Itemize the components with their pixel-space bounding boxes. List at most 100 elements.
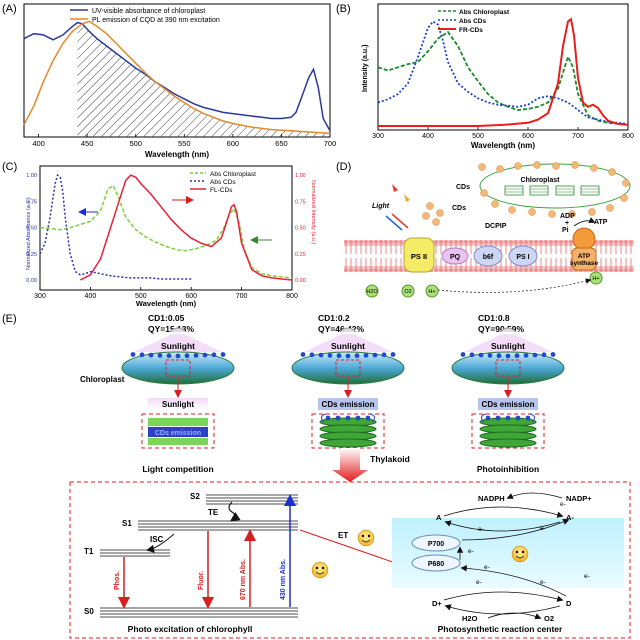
lipid-head	[354, 240, 358, 244]
tick-label-a-1: 450	[81, 139, 94, 148]
tick-label-c-4: 700	[236, 293, 248, 300]
lipid-head	[489, 240, 493, 244]
panel-c-plot	[39, 173, 293, 281]
legend-c-label-1: Abs Chloroplast	[210, 171, 256, 178]
lipid-head	[374, 268, 378, 272]
dplus-label: D+	[432, 599, 442, 608]
panel-b-plot	[377, 17, 629, 127]
lipid-head	[539, 240, 543, 244]
lipid-head	[554, 268, 558, 272]
lipid-head	[464, 268, 468, 272]
lipid-head	[619, 268, 623, 272]
lipid-head	[369, 268, 373, 272]
case-ratio: CD1:0.8	[478, 313, 510, 323]
membrane-layer	[148, 438, 208, 445]
stack-header-box	[318, 398, 378, 410]
cd-particle	[336, 353, 342, 359]
cd-particle	[460, 352, 466, 357]
e-label-3: e-	[484, 564, 490, 571]
lipid-head	[529, 240, 533, 244]
te-arrow	[228, 501, 241, 522]
lipid-head	[479, 240, 483, 244]
nadp-label: NADP+	[566, 494, 592, 503]
lipid-head	[344, 240, 348, 244]
atp-synthase-label-2: synthase	[570, 260, 599, 267]
series-b-2	[377, 20, 629, 125]
lipid-head	[469, 240, 473, 244]
adp-label: ADP	[560, 213, 575, 220]
lipid-head	[379, 240, 383, 244]
cd-dots	[422, 161, 630, 226]
case-2: CD1:0.2QY=46.42% Sunlight CDs emission Thyl…	[291, 313, 410, 464]
et-arrow	[299, 529, 412, 570]
atp-synthase-complex	[571, 227, 597, 271]
e-label-8: e-	[584, 573, 590, 580]
sunlight-label: Sunlight	[331, 341, 365, 351]
smiley-icon-2	[311, 561, 329, 579]
series-c-1	[39, 184, 293, 279]
cd-particle	[211, 352, 217, 358]
tick-label-c-5: 800	[286, 293, 298, 300]
ytick-left-c-0: 0.00	[26, 278, 37, 284]
cd-particle	[335, 415, 341, 421]
tick-label-b-5: 800	[622, 133, 634, 140]
lipid-head	[629, 240, 633, 244]
lipid-head	[439, 240, 443, 244]
ytick-right-c-1: 0.25	[295, 252, 306, 258]
panel-b-xlabel: Wavelength (nm)	[471, 141, 535, 150]
light-cone	[464, 334, 552, 352]
emission-arrow	[320, 413, 327, 423]
light-cone	[304, 334, 392, 352]
pq-complex	[441, 247, 469, 265]
lipid-head	[614, 240, 618, 244]
lipid-head	[399, 240, 403, 244]
fluor-label: Fluor.	[198, 571, 205, 590]
ytick-right-c-0: 0.00	[295, 278, 306, 284]
lipid-head	[494, 240, 498, 244]
panel-b-frame	[377, 3, 629, 131]
lipid-head	[619, 240, 623, 244]
panel-c-ticks: 300 400 500 600 700 800 0.00 0.00 0.25 0.25 0.50 0.…	[26, 173, 305, 300]
lipid-head	[534, 268, 538, 272]
cd-particle	[345, 415, 351, 421]
ytick-left-c-2: 0.50	[26, 226, 37, 232]
lipid-head	[564, 268, 568, 272]
lipid-head	[499, 240, 503, 244]
d-to-p680-arrow	[460, 565, 567, 597]
abs430-label: 430 nm Abs.	[280, 559, 287, 600]
tick-label-c-2: 500	[135, 293, 147, 300]
cds-emission-layer	[148, 427, 208, 437]
lipid-head	[549, 268, 553, 272]
lipid-head	[504, 268, 508, 272]
legend-a-label-1: UV-visible absorbance of chloroplast	[92, 8, 205, 15]
p680-ellipse	[411, 554, 461, 572]
cds-emission-inner-label: CDs emission	[155, 430, 201, 437]
e-label-4: e-	[476, 579, 482, 586]
chloroplast-label: Chloroplast	[521, 177, 561, 184]
isc-arrow	[146, 533, 175, 553]
h2o-bubble	[365, 284, 379, 298]
lipid-head	[399, 268, 403, 272]
lipid-head	[444, 240, 448, 244]
cd-particle	[139, 352, 145, 358]
panel-c-ylabel-left: Normalized Absorbance (a.u.)	[26, 197, 32, 270]
case-3: CD1:0.8QY=90.59% Sunlight CDs emission Phot…	[451, 313, 565, 474]
thylakoid-disc	[319, 438, 377, 448]
pq-label: PQ	[450, 254, 461, 261]
lipid-head	[379, 268, 383, 272]
panel-c-ylabel-right: Normalized Intensity (a.u.)	[310, 180, 316, 244]
lipid-head	[569, 240, 573, 244]
big-down-arrow	[332, 448, 368, 482]
lipid-head	[564, 240, 568, 244]
lipid-head	[559, 268, 563, 272]
panel-b-ylabel: Intensity (a.u.)	[362, 45, 369, 92]
lipid-head	[514, 268, 518, 272]
lipid-head	[364, 268, 368, 272]
cd-particle	[363, 353, 369, 358]
light-cone	[134, 334, 222, 352]
lipid-head	[569, 268, 573, 272]
panel-b-label: (B)	[336, 3, 351, 15]
cd-particle	[478, 352, 484, 358]
case-qy: QY=90.59%	[478, 324, 525, 334]
tick-label-b-1: 400	[422, 133, 434, 140]
